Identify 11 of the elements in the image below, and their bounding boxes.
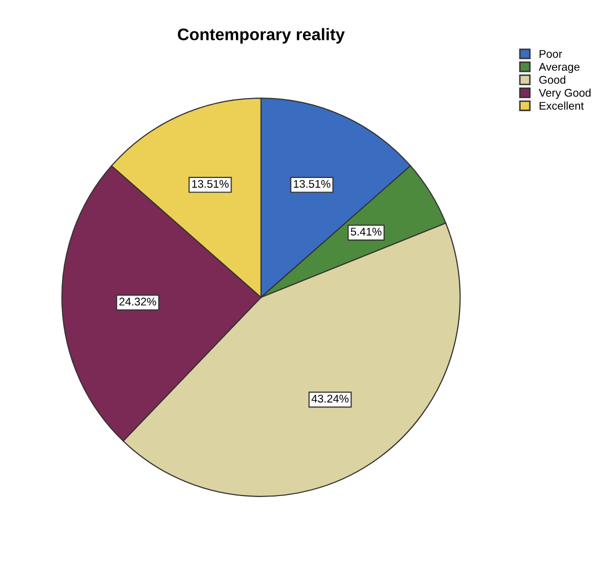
legend-label: Very Good: [538, 88, 591, 99]
data-label: 5.41%: [350, 228, 382, 236]
data-label: 43.24%: [312, 394, 349, 403]
legend-label: Good: [539, 76, 566, 84]
data-label: 24.32%: [119, 298, 156, 306]
data-label: 13.51%: [192, 180, 229, 188]
chart-title: Contemporary reality: [178, 28, 345, 44]
data-label: 13.51%: [294, 180, 330, 188]
legend-label: Average: [538, 63, 580, 73]
legend-label: Excellent: [540, 102, 584, 110]
legend-label: Poor: [540, 50, 562, 58]
